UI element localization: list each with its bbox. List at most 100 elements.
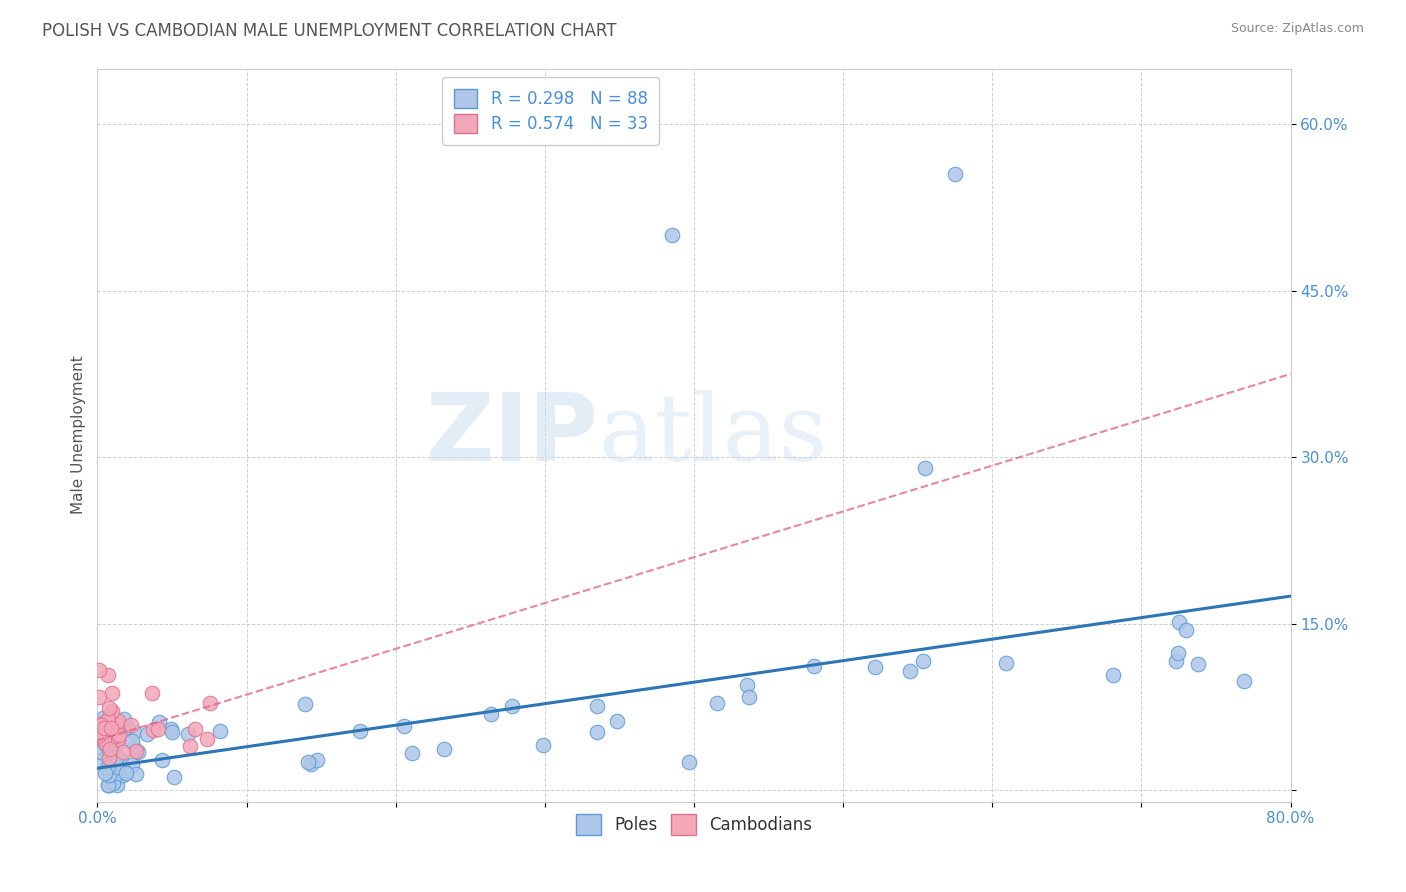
Point — [97, 778, 120, 792]
Point — [105, 739, 128, 754]
Point — [101, 746, 124, 760]
Text: Source: ZipAtlas.com: Source: ZipAtlas.com — [1230, 22, 1364, 36]
Point — [115, 766, 138, 780]
Point — [103, 739, 125, 753]
Point — [93, 766, 115, 780]
Point — [160, 724, 183, 739]
Point — [94, 726, 117, 740]
Point — [97, 760, 120, 774]
Point — [89, 745, 111, 759]
Point — [177, 726, 200, 740]
Point — [943, 167, 966, 181]
Point — [142, 723, 165, 737]
Y-axis label: Male Unemployment: Male Unemployment — [72, 356, 86, 515]
Point — [93, 732, 115, 747]
Point — [179, 739, 201, 754]
Point — [90, 727, 112, 741]
Point — [90, 718, 112, 732]
Point — [299, 757, 322, 772]
Point — [103, 748, 125, 763]
Point — [100, 707, 122, 722]
Point — [112, 712, 135, 726]
Point — [1164, 654, 1187, 668]
Point — [531, 738, 554, 752]
Point — [898, 664, 921, 678]
Point — [112, 764, 135, 779]
Point — [97, 778, 120, 792]
Point — [98, 752, 121, 766]
Point — [585, 724, 607, 739]
Point — [97, 741, 120, 756]
Point — [349, 724, 371, 739]
Point — [148, 715, 170, 730]
Point — [110, 753, 132, 767]
Point — [912, 654, 935, 668]
Point — [94, 727, 117, 741]
Point — [1167, 646, 1189, 660]
Point — [120, 718, 142, 732]
Point — [738, 690, 761, 704]
Point — [863, 660, 886, 674]
Point — [100, 721, 122, 735]
Point — [501, 699, 523, 714]
Point — [127, 745, 149, 759]
Point — [104, 745, 127, 759]
Point — [163, 770, 186, 784]
Point — [195, 731, 218, 746]
Point — [112, 745, 135, 759]
Point — [121, 758, 143, 772]
Point — [1187, 657, 1209, 671]
Point — [1233, 673, 1256, 688]
Point — [198, 696, 221, 710]
Point — [101, 686, 124, 700]
Point — [93, 735, 115, 749]
Point — [401, 746, 423, 760]
Point — [208, 723, 231, 738]
Point — [89, 728, 111, 742]
Point — [101, 776, 124, 790]
Point — [125, 743, 148, 757]
Point — [97, 750, 120, 764]
Point — [96, 716, 118, 731]
Point — [159, 722, 181, 736]
Point — [107, 760, 129, 774]
Point — [307, 753, 329, 767]
Point — [146, 722, 169, 736]
Point — [150, 753, 173, 767]
Point — [105, 750, 128, 764]
Point — [803, 658, 825, 673]
Point — [87, 754, 110, 768]
Text: POLISH VS CAMBODIAN MALE UNEMPLOYMENT CORRELATION CHART: POLISH VS CAMBODIAN MALE UNEMPLOYMENT CO… — [42, 22, 617, 40]
Point — [125, 767, 148, 781]
Point — [661, 228, 683, 243]
Point — [115, 720, 138, 734]
Point — [136, 726, 159, 740]
Point — [89, 690, 111, 704]
Point — [706, 696, 728, 710]
Point — [124, 725, 146, 739]
Point — [735, 678, 758, 692]
Text: atlas: atlas — [599, 390, 828, 480]
Point — [97, 746, 120, 760]
Point — [87, 720, 110, 734]
Point — [122, 741, 145, 756]
Point — [606, 714, 628, 728]
Legend: Poles, Cambodians: Poles, Cambodians — [565, 805, 823, 845]
Point — [93, 721, 115, 735]
Point — [107, 714, 129, 728]
Point — [479, 707, 502, 722]
Point — [87, 717, 110, 731]
Point — [586, 699, 609, 714]
Point — [433, 742, 456, 756]
Point — [121, 734, 143, 748]
Point — [1175, 623, 1198, 637]
Point — [108, 728, 131, 742]
Text: ZIP: ZIP — [426, 389, 599, 481]
Point — [995, 656, 1018, 670]
Point — [1101, 668, 1123, 682]
Point — [98, 742, 121, 756]
Point — [87, 733, 110, 747]
Point — [97, 778, 120, 792]
Point — [94, 714, 117, 728]
Point — [914, 461, 936, 475]
